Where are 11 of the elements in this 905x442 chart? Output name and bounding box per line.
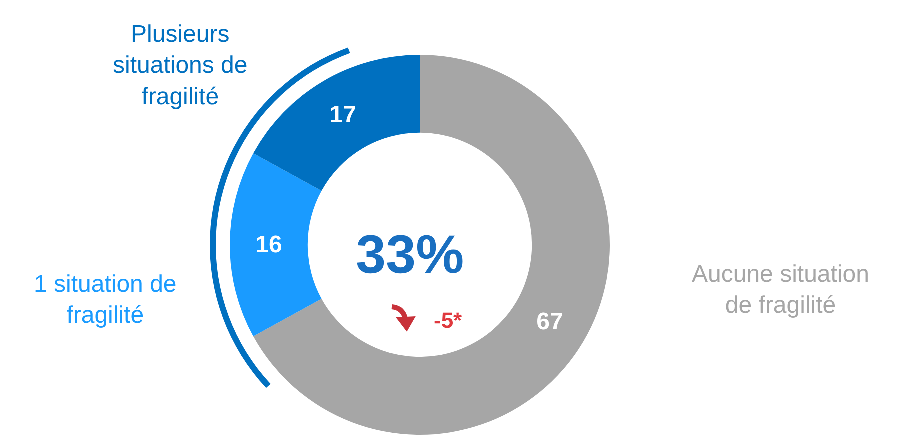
text: 33% [356,225,464,285]
data-label: 17 [330,101,356,128]
slice-label: Plusieurs situations de fragilité [113,21,248,110]
data-label: 16 [256,232,282,258]
data-label: 67 [536,308,564,336]
slice-label: Aucune situation de fragilité [692,261,870,320]
slice-label: 1 situation de fragilité [34,271,177,330]
donut-slice [230,153,322,337]
donut-slice [254,55,420,191]
text: -5* [434,308,463,333]
donut-slice [254,55,610,435]
